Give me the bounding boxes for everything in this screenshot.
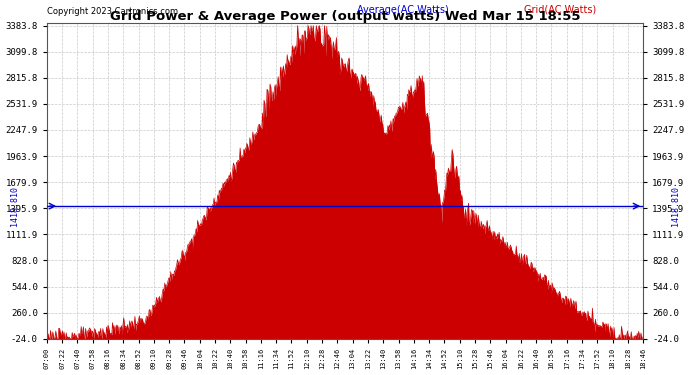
Text: Copyright 2023 Cartronics.com: Copyright 2023 Cartronics.com [47, 8, 178, 16]
Text: 1418.810: 1418.810 [671, 186, 680, 226]
Text: Grid(AC Watts): Grid(AC Watts) [524, 5, 596, 15]
Title: Grid Power & Average Power (output watts) Wed Mar 15 18:55: Grid Power & Average Power (output watts… [110, 10, 580, 23]
Text: Average(AC Watts): Average(AC Watts) [357, 5, 448, 15]
Text: 1418.810: 1418.810 [10, 186, 19, 226]
